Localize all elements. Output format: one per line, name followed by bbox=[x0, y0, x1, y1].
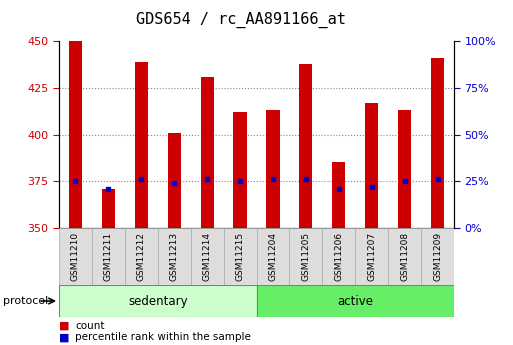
Bar bbox=[431, 58, 444, 228]
Bar bbox=[256, 285, 454, 317]
Bar bbox=[125, 228, 158, 285]
Text: GSM11209: GSM11209 bbox=[433, 232, 442, 282]
Text: GSM11213: GSM11213 bbox=[170, 232, 179, 282]
Bar bbox=[59, 285, 256, 317]
Bar bbox=[168, 133, 181, 228]
Bar bbox=[92, 228, 125, 285]
Bar bbox=[135, 62, 148, 228]
Text: ■: ■ bbox=[59, 333, 69, 342]
Text: GSM11206: GSM11206 bbox=[334, 232, 343, 282]
Text: GSM11205: GSM11205 bbox=[301, 232, 310, 282]
Bar bbox=[59, 228, 92, 285]
Bar bbox=[256, 228, 289, 285]
Text: GSM11212: GSM11212 bbox=[137, 232, 146, 281]
Bar bbox=[102, 189, 115, 228]
Bar bbox=[158, 228, 191, 285]
Text: count: count bbox=[75, 321, 105, 331]
Bar bbox=[388, 228, 421, 285]
Text: GSM11211: GSM11211 bbox=[104, 232, 113, 282]
Text: GSM11215: GSM11215 bbox=[235, 232, 245, 282]
Bar bbox=[224, 228, 256, 285]
Bar bbox=[191, 228, 224, 285]
Bar bbox=[421, 228, 454, 285]
Text: GSM11204: GSM11204 bbox=[268, 232, 278, 281]
Text: active: active bbox=[337, 295, 373, 307]
Text: GDS654 / rc_AA891166_at: GDS654 / rc_AA891166_at bbox=[136, 12, 346, 28]
Text: GSM11210: GSM11210 bbox=[71, 232, 80, 282]
Text: GSM11214: GSM11214 bbox=[203, 232, 212, 281]
Bar bbox=[322, 228, 355, 285]
Bar bbox=[332, 162, 345, 228]
Text: ■: ■ bbox=[59, 321, 69, 331]
Text: GSM11208: GSM11208 bbox=[400, 232, 409, 282]
Bar bbox=[355, 228, 388, 285]
Bar bbox=[69, 41, 82, 228]
Bar bbox=[233, 112, 247, 228]
Text: sedentary: sedentary bbox=[128, 295, 188, 307]
Text: protocol: protocol bbox=[3, 296, 48, 306]
Text: percentile rank within the sample: percentile rank within the sample bbox=[75, 333, 251, 342]
Bar bbox=[289, 228, 322, 285]
Bar bbox=[398, 110, 411, 228]
Bar bbox=[201, 77, 214, 228]
Bar bbox=[266, 110, 280, 228]
Bar bbox=[299, 64, 312, 228]
Bar bbox=[365, 103, 378, 228]
Text: GSM11207: GSM11207 bbox=[367, 232, 376, 282]
